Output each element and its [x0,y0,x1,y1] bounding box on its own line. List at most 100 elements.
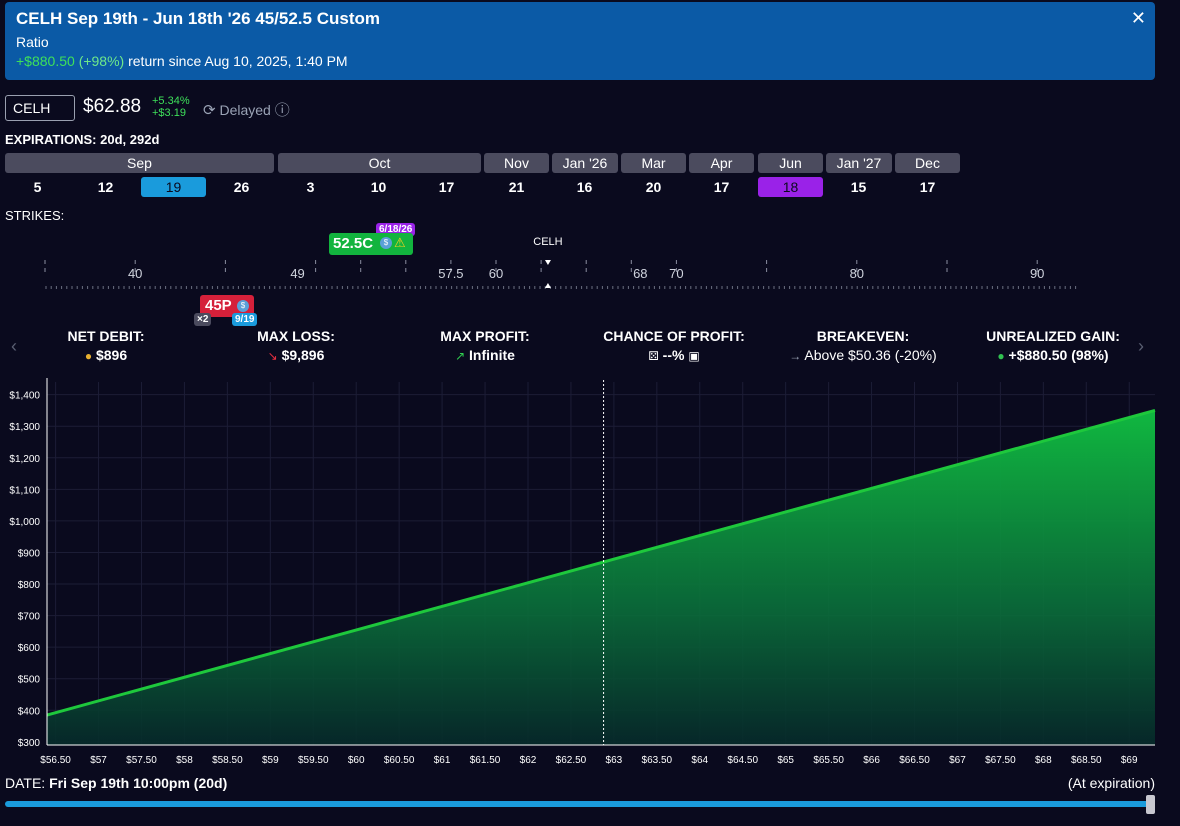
money-bag-icon: ● [997,349,1005,363]
strike-label: 70 [669,266,683,281]
x-tick-label: $61.50 [470,755,501,766]
refresh-icon: ⟳ [203,102,216,119]
expiration-day[interactable]: 10 [370,179,387,195]
stat-unrealized-gain: UNREALIZED GAIN: ● +$880.50 (98%) [978,328,1128,363]
y-tick-label: $700 [18,612,41,623]
dice-icon: ⚄ [648,349,659,363]
call-leg-label: 52.5C [333,235,374,252]
x-tick-label: $64.50 [727,755,758,766]
strike-label: 40 [128,266,142,281]
strategy-type: Ratio [16,34,49,50]
month-tab[interactable]: Mar [621,153,686,173]
strike-label: 60 [489,266,503,281]
y-tick-label: $600 [18,643,41,654]
stats-next-chevron-icon[interactable]: › [1138,336,1144,356]
stat-label: BREAKEVEN: [816,328,910,344]
return-gain: +$880.50 [16,53,75,69]
expiration-day[interactable]: 3 [306,179,315,195]
expiration-day[interactable]: 18 [758,177,823,197]
stat-value: Infinite [469,347,515,363]
price-marker-icon [544,260,551,265]
expiration-day[interactable]: 20 [645,179,662,195]
pnl-area [47,410,1155,745]
call-leg-badge[interactable]: 52.5C $ ⚠ [329,233,413,255]
x-tick-label: $56.50 [40,755,71,766]
pnl-chart[interactable]: $56.50 $57 $57.50 $58 $58.50 $59 $59.50 $60 $60.… [0,378,1180,773]
strike-label: 80 [850,266,864,281]
price-change-abs: +$3.19 [152,107,186,119]
month-tab[interactable]: Jan '27 [826,153,892,173]
call-leg-date: 6/18/26 [376,223,416,236]
stat-label: UNREALIZED GAIN: [986,328,1120,344]
expiration-day[interactable]: 16 [576,179,593,195]
x-tick-label: $57 [90,755,107,766]
ticker-input[interactable] [5,95,75,121]
return-summary: +$880.50 (+98%) return since Aug 10, 202… [16,53,348,69]
expiration-day[interactable]: 12 [97,179,114,195]
put-leg-date: 9/19 [232,313,258,326]
strikes-label: STRIKES: [5,208,65,223]
stat-value: Above $50.36 (-20%) [804,347,937,363]
strike-label: 68 [633,266,647,281]
y-tick-label: $500 [18,675,41,686]
expiration-day[interactable]: 17 [713,179,730,195]
price-marker-icon [544,283,551,288]
x-tick-label: $62 [520,755,537,766]
stat-max-profit: MAX PROFIT: ↗ Infinite [420,328,550,363]
month-tab[interactable]: Oct [278,153,481,173]
stats-prev-chevron-icon[interactable]: ‹ [11,336,17,356]
strike-axis[interactable]: 40 49 57.5 60 68 70 80 90 CELH [0,230,1180,330]
y-tick-label: $1,400 [9,391,40,402]
x-tick-label: $63.50 [642,755,673,766]
date-label: DATE: [5,775,46,791]
expiration-day[interactable]: 19 [141,177,206,197]
delayed-status[interactable]: ⟳ Delayed ⓘ [203,99,290,120]
x-tick-label: $58 [176,755,193,766]
y-tick-label: $400 [18,706,41,717]
price-change-pct: +5.34% [152,95,190,107]
stat-breakeven: BREAKEVEN: → Above $50.36 (-20%) [775,328,951,363]
arrow-up-icon: ↗ [455,349,466,363]
underlying-label: CELH [533,236,562,248]
expiration-day[interactable]: 15 [850,179,867,195]
x-tick-label: $59.50 [298,755,329,766]
expiration-day[interactable]: 17 [438,179,455,195]
x-tick-label: $60.50 [384,755,415,766]
position-banner: CELH Sep 19th - Jun 18th '26 45/52.5 Cus… [5,2,1155,80]
date-slider-handle[interactable] [1146,795,1155,814]
month-tab[interactable]: Jan '26 [552,153,618,173]
x-tick-label: $66.50 [899,755,930,766]
x-tick-label: $67.50 [985,755,1016,766]
expiration-day[interactable]: 21 [508,179,525,195]
warning-icon: ⚠ [394,235,406,250]
month-tab[interactable]: Nov [484,153,549,173]
expiration-day[interactable]: 5 [33,179,42,195]
stat-value: --% [662,347,685,363]
x-tick-label: $61 [434,755,451,766]
month-tab[interactable]: Jun [758,153,823,173]
month-tab[interactable]: Dec [895,153,960,173]
month-tab[interactable]: Apr [689,153,754,173]
date-slider-track[interactable] [5,801,1150,807]
month-tab[interactable]: Sep [5,153,274,173]
x-tick-label: $58.50 [212,755,243,766]
stat-max-loss: MAX LOSS: ↘ $9,896 [236,328,356,363]
stat-value: +$880.50 (98%) [1008,347,1109,363]
x-tick-label: $69 [1121,755,1138,766]
x-tick-label: $63 [606,755,623,766]
arrow-down-icon: ↘ [267,349,278,363]
y-tick-label: $1,100 [9,485,40,496]
close-icon[interactable]: ✕ [1130,8,1146,28]
dollar-icon: $ [237,300,249,312]
stat-chance-of-profit: CHANCE OF PROFIT: ⚄ --% ▣ [598,328,750,363]
arrow-right-icon: → [789,349,802,363]
expirations-label: EXPIRATIONS: [5,132,97,147]
expiration-day[interactable]: 26 [233,179,250,195]
y-tick-label: $300 [18,738,41,749]
put-leg-label: 45P [205,297,232,314]
position-title: CELH Sep 19th - Jun 18th '26 45/52.5 Cus… [16,9,380,28]
put-leg-badge[interactable]: 45P $ [200,295,254,317]
y-tick-label: $1,000 [9,517,40,528]
stat-value: $9,896 [281,347,325,363]
expiration-day[interactable]: 17 [919,179,936,195]
